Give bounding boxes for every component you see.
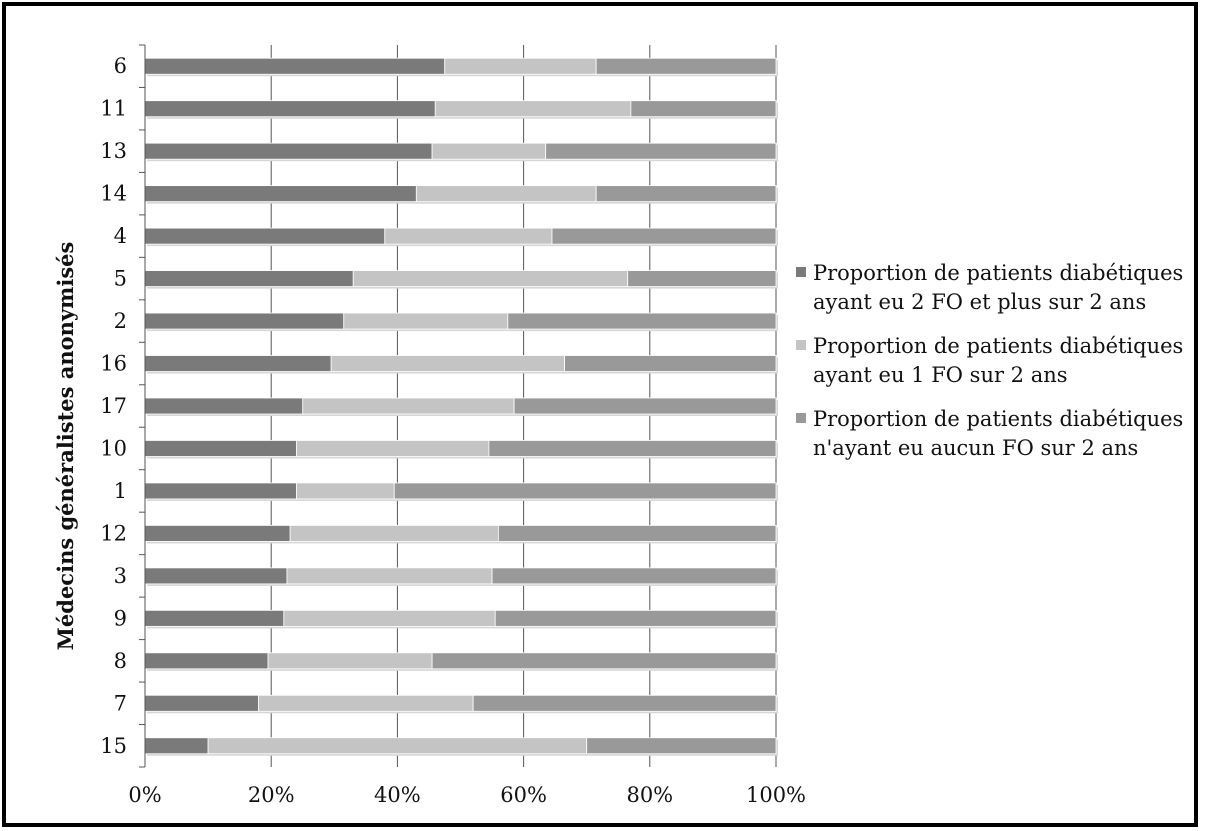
legend: Proportion de patients diabétiques ayant …: [796, 261, 1183, 460]
bar-segment: [267, 652, 435, 671]
x-tick-label: 80%: [626, 783, 673, 807]
bar-segment: [513, 397, 778, 416]
bar-segment: [144, 227, 387, 247]
y-tick-label: 15: [100, 734, 127, 758]
bar-segment: [586, 737, 778, 756]
y-tick-label: 8: [114, 649, 127, 673]
legend-label: Proportion de patients diabétiques ayant …: [813, 334, 1183, 387]
bar-segment: [144, 525, 293, 544]
bar-segment: [296, 440, 491, 459]
bar-segment: [551, 227, 778, 247]
bar-segment: [330, 355, 567, 374]
bar-segment: [595, 185, 778, 204]
y-tick-label: 5: [114, 267, 127, 291]
bar-segment: [343, 312, 510, 332]
y-tick-label: 13: [100, 139, 127, 163]
bar-segment: [491, 567, 778, 586]
y-tick-label: 3: [114, 564, 127, 588]
bar-segment: [283, 609, 498, 629]
bar-segment: [286, 567, 495, 586]
bar-segment: [627, 270, 778, 289]
bar-segment: [434, 100, 633, 119]
bar-segment: [444, 57, 599, 77]
bars: [144, 57, 778, 756]
bar-segment: [144, 397, 305, 416]
bar-segment: [545, 142, 778, 162]
legend-swatch: [796, 267, 806, 277]
bar-segment: [564, 355, 778, 374]
bar-segment: [431, 652, 778, 671]
bar-segment: [472, 694, 778, 714]
bar-segment: [144, 270, 356, 289]
y-tick-label: 16: [100, 352, 127, 376]
y-tick-label: 14: [100, 182, 127, 206]
axes: 0% 20% 40% 60% 80% 100% 6 11 13 14 4 5 2 16 17 10 1 12 3 9 8…: [100, 44, 806, 807]
y-tick-label: 6: [114, 54, 127, 78]
bar-segment: [302, 397, 517, 416]
y-tick-label: 10: [100, 436, 127, 460]
y-tick-label: 2: [114, 309, 127, 333]
x-tick-label: 40%: [374, 783, 421, 807]
bar-segment: [144, 100, 438, 119]
bar-segment: [258, 694, 476, 714]
bar-segment: [497, 525, 778, 544]
y-tick-label: 4: [114, 224, 127, 248]
legend-item: Proportion de patients diabétiques ayant …: [796, 334, 1183, 387]
bar-segment: [630, 100, 778, 119]
bar-segment: [144, 57, 447, 77]
y-tick-label: 12: [100, 521, 127, 545]
bar-segment: [393, 482, 778, 501]
legend-swatch: [796, 340, 806, 350]
y-tick-label: 17: [100, 394, 127, 418]
bar-segment: [144, 737, 211, 756]
legend-label: Proportion de patients diabétiques n'ayan…: [813, 407, 1183, 460]
bar-segment: [595, 57, 778, 77]
bar-segment: [144, 482, 299, 501]
stacked-bar-chart: 0% 20% 40% 60% 80% 100% 6 11 13 14 4 5 2 16 17 10 1 12 3 9 8…: [53, 44, 1183, 807]
bar-segment: [144, 440, 299, 459]
y-tick-label: 7: [114, 691, 127, 715]
legend-item: Proportion de patients diabétiques n'ayan…: [796, 407, 1183, 460]
y-tick-label: 9: [114, 606, 127, 630]
bar-segment: [494, 609, 778, 629]
bar-segment: [507, 312, 778, 332]
y-axis-label: Médecins généralistes anonymisés: [53, 242, 78, 651]
bar-segment: [384, 227, 554, 247]
bar-segment: [144, 142, 435, 162]
bar-segment: [415, 185, 599, 204]
x-tick-label: 60%: [500, 783, 547, 807]
bar-segment: [289, 525, 501, 544]
bar-segment: [144, 567, 289, 586]
bar-segment: [144, 355, 334, 374]
legend-swatch: [796, 413, 806, 423]
bar-segment: [144, 185, 419, 204]
x-tick-label: 100%: [746, 783, 806, 807]
legend-label: Proportion de patients diabétiques ayant …: [813, 261, 1183, 314]
bar-segment: [431, 142, 548, 162]
bar-segment: [144, 312, 346, 332]
bar-segment: [488, 440, 778, 459]
bar-segment: [144, 609, 286, 629]
y-tick-label: 1: [114, 479, 127, 503]
x-tick-label: 20%: [248, 783, 295, 807]
bar-segment: [144, 652, 271, 671]
y-tick-label: 11: [100, 97, 127, 121]
x-tick-label: 0%: [128, 783, 161, 807]
legend-item: Proportion de patients diabétiques ayant …: [796, 261, 1183, 314]
bar-segment: [352, 270, 630, 289]
bar-segment: [207, 737, 589, 756]
bar-segment: [144, 694, 261, 714]
bar-segment: [296, 482, 397, 501]
